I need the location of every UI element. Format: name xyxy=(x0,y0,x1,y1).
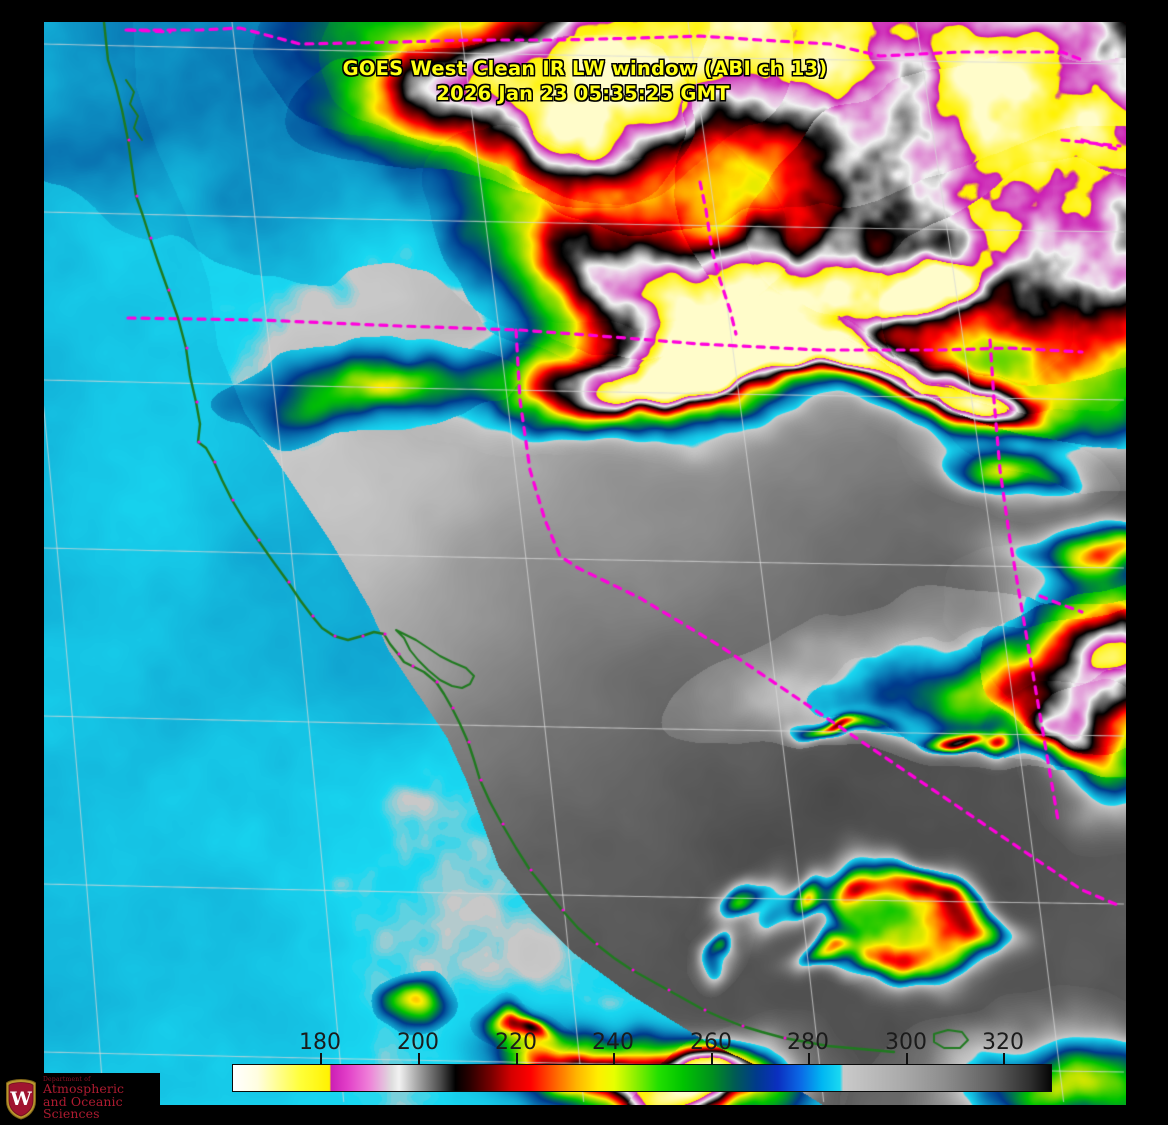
svg-text:W: W xyxy=(9,1088,32,1110)
colorbar-tick xyxy=(711,1053,713,1064)
colorbar-tick-label: 240 xyxy=(592,1030,634,1055)
logo-department-line: Department of xyxy=(43,1075,91,1083)
colorbar-tick xyxy=(516,1053,518,1064)
logo-line-2: and Oceanic Sciences xyxy=(43,1093,123,1122)
colorbar-tick xyxy=(613,1053,615,1064)
colorbar-tick-label: 200 xyxy=(397,1030,439,1055)
satellite-image-panel[interactable] xyxy=(44,22,1126,1105)
w-crest-icon: W xyxy=(4,1078,38,1120)
colorbar-tick-label: 300 xyxy=(885,1030,927,1055)
infrared-brightness-temperature-image[interactable] xyxy=(44,22,1126,1105)
uw-aos-logo: W Department of Atmospheric and Oceanic … xyxy=(0,1073,160,1125)
colorbar-tick-label: 220 xyxy=(495,1030,537,1055)
colorbar-tick-label: 180 xyxy=(299,1030,341,1055)
colorbar-tick xyxy=(418,1053,420,1064)
logo-text: Department of Atmospheric and Oceanic Sc… xyxy=(43,1075,160,1122)
colorbar-tick xyxy=(1003,1053,1005,1064)
colorbar-tick-label: 280 xyxy=(787,1030,829,1055)
colorbar-gradient[interactable] xyxy=(232,1064,1052,1092)
colorbar-legend[interactable]: 180 200 220 240 260 280 300 320 xyxy=(232,1030,1052,1092)
colorbar-tick xyxy=(808,1053,810,1064)
colorbar-tick-label: 260 xyxy=(690,1030,732,1055)
colorbar-tick xyxy=(906,1053,908,1064)
colorbar-tick xyxy=(320,1053,322,1064)
logo-line-1: Atmospheric xyxy=(43,1080,125,1096)
colorbar-tick-label: 320 xyxy=(982,1030,1024,1055)
